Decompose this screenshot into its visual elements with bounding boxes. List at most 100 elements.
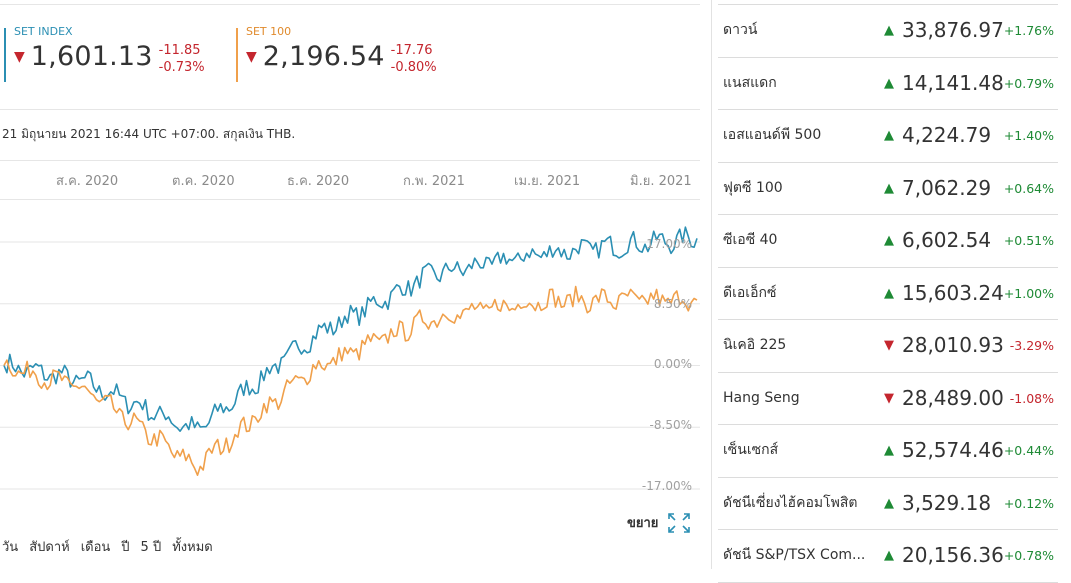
range-5year[interactable]: 5 ปี <box>140 540 162 555</box>
down-arrow-icon: ▼ <box>884 390 894 406</box>
market-row[interactable]: เซ็นเซกส์ ▲ 52,574.46 +0.44% <box>718 425 1058 478</box>
index-name: SET 100 <box>246 25 292 38</box>
market-name[interactable]: ดาวน์ <box>723 22 758 38</box>
down-arrow-icon: ▼ <box>884 338 894 353</box>
range-day[interactable]: วัน <box>2 540 19 555</box>
market-value: 7,062.29 <box>902 175 992 200</box>
range-month[interactable]: เดือน <box>80 540 111 555</box>
market-change: +1.76% <box>1003 23 1054 38</box>
market-row[interactable]: Hang Seng ▼ 28,489.00 -1.08% <box>718 373 1058 425</box>
market-row[interactable]: นิเคอิ 225 ▼ 28,010.93 -3.29% <box>718 320 1058 373</box>
expand-button[interactable]: ขยาย <box>627 512 691 533</box>
up-arrow-icon: ▲ <box>884 285 894 301</box>
market-change: +1.40% <box>1003 128 1054 143</box>
up-arrow-icon: ▲ <box>884 233 894 248</box>
index-change: -11.85 <box>158 43 201 58</box>
series-color-bar <box>4 28 6 82</box>
market-change: +0.12% <box>1003 495 1054 511</box>
index-value: 1,601.13 <box>30 41 153 72</box>
market-name[interactable]: ฟุตซี 100 <box>723 179 783 196</box>
market-row[interactable]: ซีเอซี 40 ▲ 6,602.54 +0.51% <box>718 215 1058 268</box>
market-change: +0.44% <box>1003 443 1054 458</box>
market-change: +0.79% <box>1003 75 1054 91</box>
y-axis-label: -8.50% <box>649 418 692 432</box>
x-axis-label: ต.ค. 2020 <box>172 174 235 189</box>
up-arrow-icon: ▲ <box>884 443 894 458</box>
market-row[interactable]: ดัชนีเซี่ยงไฮ้คอมโพสิต ▲ 3,529.18 +0.12% <box>718 478 1058 530</box>
chart-panel: SET INDEX ▼ 1,601.13 -11.85 -0.73% SET 1… <box>0 4 700 557</box>
range-week[interactable]: สัปดาห์ <box>29 540 70 555</box>
up-arrow-icon: ▲ <box>884 495 894 511</box>
up-arrow-icon: ▲ <box>884 180 894 196</box>
market-change: -1.08% <box>1009 390 1054 406</box>
market-name[interactable]: นิเคอิ 225 <box>723 337 787 353</box>
market-value: 28,010.93 <box>902 333 1004 357</box>
date-currency-line: 21 มิถุนายน 2021 16:44 UTC +07:00. สกุลเ… <box>2 127 296 141</box>
index-set100[interactable]: SET 100 ▼ 2,196.54 -17.76 -0.80% <box>236 22 437 84</box>
index-set[interactable]: SET INDEX ▼ 1,601.13 -11.85 -0.73% <box>4 22 205 84</box>
index-change-pct: -0.73% <box>158 60 205 75</box>
x-axis-label: ส.ค. 2020 <box>56 174 119 189</box>
market-value: 3,529.18 <box>902 490 992 515</box>
up-arrow-icon: ▲ <box>884 548 894 563</box>
market-value: 4,224.79 <box>902 123 992 147</box>
expand-label: ขยาย <box>627 516 659 531</box>
market-row[interactable]: ดีเอเอ็กซ์ ▲ 15,603.24 +1.00% <box>718 268 1058 320</box>
market-value: 14,141.48 <box>902 70 1004 95</box>
market-change: +0.51% <box>1003 233 1054 248</box>
range-year[interactable]: ปี <box>121 540 130 555</box>
market-change: +0.64% <box>1003 180 1054 196</box>
market-name[interactable]: แนสแดก <box>723 74 777 91</box>
series-line-set-index <box>3 226 698 432</box>
market-row[interactable]: ดัชนี S&P/TSX Com... ▲ 20,156.36 +0.78% <box>718 530 1058 583</box>
market-value: 28,489.00 <box>902 385 1004 410</box>
market-value: 20,156.36 <box>902 543 1004 567</box>
series-color-bar <box>236 28 238 82</box>
market-change: -3.29% <box>1009 338 1054 353</box>
up-arrow-icon: ▲ <box>884 128 894 143</box>
up-arrow-icon: ▲ <box>884 23 894 38</box>
y-axis-label: 17.00% <box>646 237 692 251</box>
market-value: 15,603.24 <box>902 280 1004 305</box>
market-name[interactable]: ดีเอเอ็กซ์ <box>723 284 777 301</box>
x-axis-label: ธ.ค. 2020 <box>287 174 350 189</box>
down-arrow-icon: ▼ <box>14 49 25 65</box>
index-value: 2,196.54 <box>262 41 385 72</box>
line-chart[interactable] <box>0 205 700 505</box>
market-row[interactable]: แนสแดก ▲ 14,141.48 +0.79% <box>718 58 1058 110</box>
divider <box>0 199 700 200</box>
market-row[interactable]: เอสแอนด์พี 500 ▲ 4,224.79 +1.40% <box>718 110 1058 163</box>
market-name[interactable]: เอสแอนด์พี 500 <box>723 127 822 143</box>
market-name[interactable]: เซ็นเซกส์ <box>723 442 779 458</box>
y-axis-label: 8.50% <box>653 297 692 311</box>
market-name[interactable]: ซีเอซี 40 <box>723 232 778 248</box>
x-axis-label: ก.พ. 2021 <box>403 174 465 189</box>
series-line-set100 <box>3 285 698 477</box>
up-arrow-icon: ▲ <box>884 75 894 91</box>
range-all[interactable]: ทั้งหมด <box>172 540 213 555</box>
market-change: +1.00% <box>1003 285 1054 301</box>
index-name: SET INDEX <box>14 25 73 38</box>
x-axis-label: มิ.ย. 2021 <box>630 174 692 189</box>
top-border <box>0 4 700 5</box>
market-name[interactable]: ดัชนีเซี่ยงไฮ้คอมโพสิต <box>723 494 858 511</box>
divider <box>0 160 700 161</box>
index-change-pct: -0.80% <box>390 60 437 75</box>
market-name[interactable]: ดัชนี S&P/TSX Com... <box>723 547 866 563</box>
expand-icon <box>668 512 691 533</box>
market-value: 6,602.54 <box>902 228 992 252</box>
down-arrow-icon: ▼ <box>246 49 257 65</box>
y-axis-label: -17.00% <box>641 479 692 493</box>
market-list: ดาวน์ ▲ 33,876.97 +1.76% แนสแดก ▲ 14,141.48 +0.… <box>718 4 1058 583</box>
x-axis-label: เม.ย. 2021 <box>514 174 581 189</box>
market-value: 52,574.46 <box>902 438 1004 462</box>
y-axis-label: 0.00% <box>653 357 692 371</box>
market-name[interactable]: Hang Seng <box>723 389 800 406</box>
panel-divider <box>711 0 712 569</box>
divider <box>0 109 700 110</box>
market-value: 33,876.97 <box>902 18 1004 42</box>
index-change: -17.76 <box>390 43 433 58</box>
market-row[interactable]: ดาวน์ ▲ 33,876.97 +1.76% <box>718 4 1058 58</box>
range-selector: วัน สัปดาห์ เดือน ปี 5 ปี ทั้งหมด <box>2 536 224 557</box>
market-row[interactable]: ฟุตซี 100 ▲ 7,062.29 +0.64% <box>718 163 1058 215</box>
